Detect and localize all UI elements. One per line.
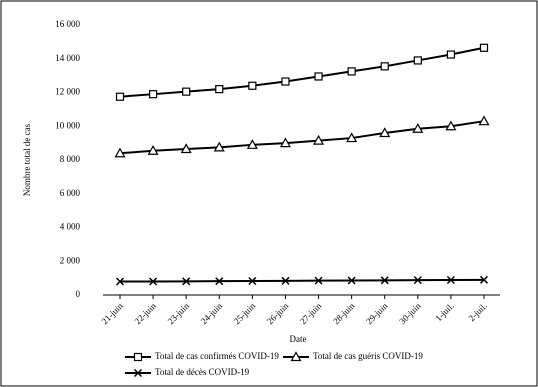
data-point [148,90,158,99]
data-point [281,276,290,285]
data-point [115,277,125,286]
data-point [413,56,422,65]
data-point [412,123,424,133]
y-tick-label: 2 000 [60,255,81,265]
data-point [281,77,290,86]
data-point [149,277,158,286]
data-point [314,72,323,81]
legend-label: Total de cas guéris COVID-19 [313,351,423,361]
legend-label: Total de cas confirmés COVID-19 [155,351,279,361]
data-point [215,85,224,94]
data-point [479,275,489,284]
data-point [147,144,159,155]
data-point [180,143,192,154]
data-point [313,134,325,145]
y-tick-label: 4 000 [60,222,81,232]
data-point [346,132,358,143]
legend-marker [133,352,143,362]
data-point [115,92,125,101]
series-line [120,278,485,283]
data-point [479,43,489,52]
data-point [182,87,191,96]
data-point [413,276,422,285]
data-point [279,137,291,148]
data-point [314,276,323,285]
data-point [347,67,356,76]
series-line [119,120,485,155]
data-point [182,277,191,286]
data-point [445,120,457,131]
data-point [446,50,456,59]
data-point [380,276,389,285]
data-point [213,141,225,152]
data-point [248,276,257,286]
data-point [114,147,126,158]
data-point [248,81,257,90]
y-tick-label: 0 [76,289,81,299]
data-point [347,276,356,285]
legend-marker [290,351,302,362]
y-tick-label: 16 000 [55,19,80,29]
y-tick-label: 12 000 [55,87,80,97]
y-tick-label: 10 000 [55,120,80,130]
data-point [478,115,490,126]
y-tick-label: 8 000 [60,154,81,164]
series-line [119,46,485,98]
legend-label: Total de décès COVID-19 [155,367,250,377]
y-axis-label: Nombre total de cas [22,123,32,196]
data-point [215,277,224,286]
y-tick-label: 6 000 [60,188,81,198]
data-point [379,127,391,138]
x-axis-label: Date [290,334,307,344]
legend-marker [133,368,143,378]
data-point [446,275,455,285]
data-point [380,62,389,71]
data-point [246,139,258,149]
y-tick-label: 14 000 [55,53,80,63]
